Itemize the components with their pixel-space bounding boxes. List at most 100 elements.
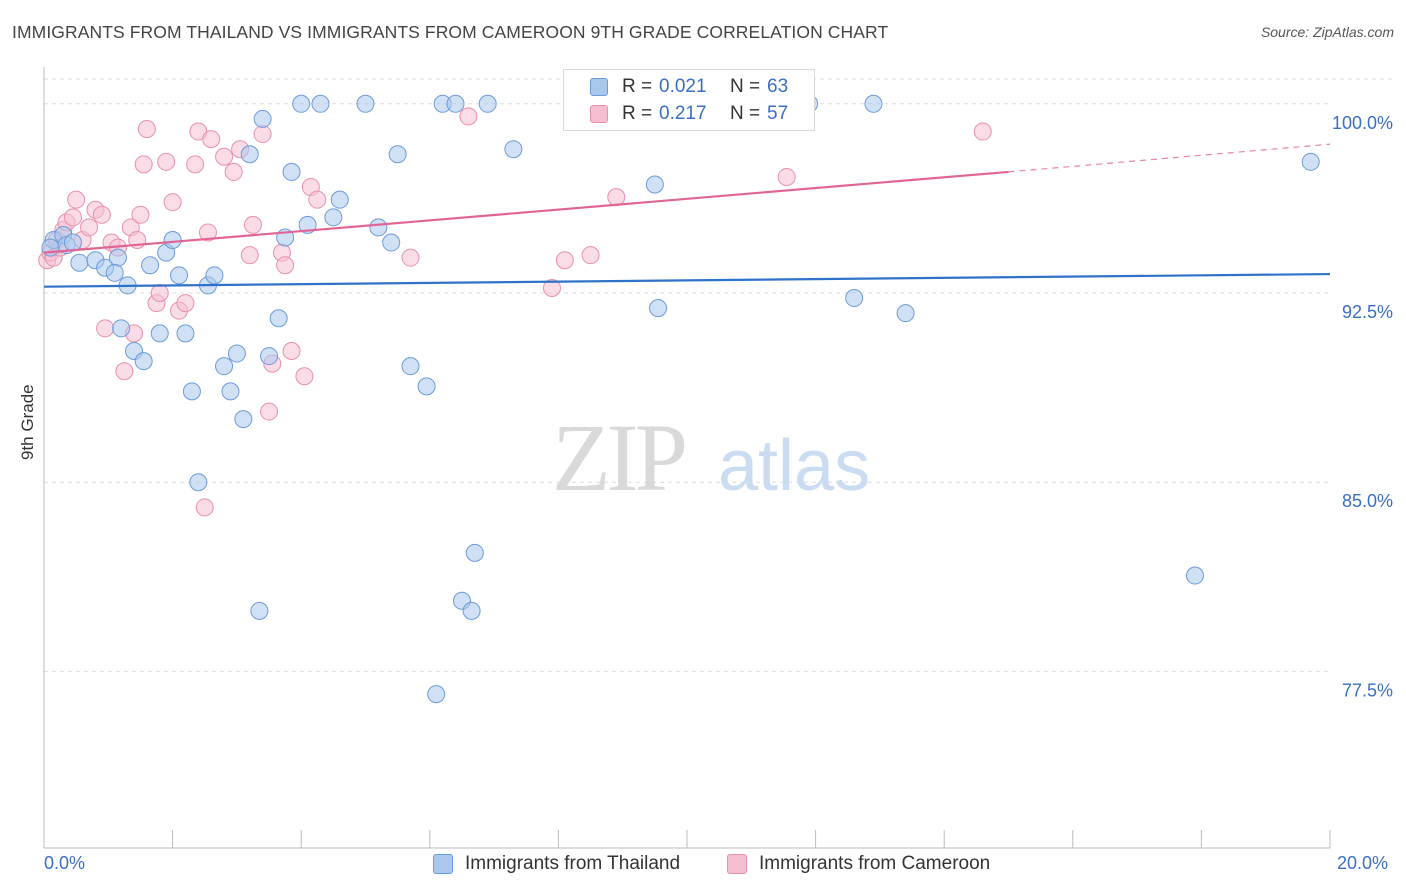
data-point: [330, 190, 349, 209]
watermark-zip: ZIP: [552, 404, 685, 511]
data-point: [170, 266, 189, 285]
data-point: [221, 382, 240, 401]
data-point: [70, 253, 89, 272]
data-point: [1301, 152, 1320, 171]
data-point: [295, 367, 314, 386]
data-point: [250, 601, 269, 620]
data-point: [276, 256, 295, 275]
data-point: [645, 175, 664, 194]
cameroon-legend-label: Immigrants from Cameroon: [759, 853, 991, 874]
data-point: [105, 263, 124, 282]
data-point: [134, 352, 153, 371]
cameroon-swatch: [590, 105, 608, 123]
data-point: [555, 251, 574, 270]
data-point: [234, 410, 253, 429]
data-point: [163, 231, 182, 250]
data-point: [215, 357, 234, 376]
data-point: [205, 266, 224, 285]
data-point: [462, 601, 481, 620]
data-point: [92, 205, 111, 224]
data-point: [465, 543, 484, 562]
data-point: [163, 193, 182, 212]
r-label: R =: [622, 103, 653, 124]
data-point: [195, 498, 214, 517]
n-value: 57: [767, 103, 789, 124]
data-point: [478, 94, 497, 113]
data-point: [324, 208, 343, 227]
data-point: [189, 473, 208, 492]
data-point: [240, 246, 259, 265]
data-point: [292, 94, 311, 113]
data-point: [845, 289, 864, 308]
data-point: [150, 284, 169, 302]
thailand-legend-swatch: [433, 854, 453, 874]
n-label: N =: [730, 76, 761, 97]
n-label: N =: [730, 103, 761, 124]
watermark-atlas: atlas: [718, 426, 870, 506]
data-point: [63, 208, 82, 227]
data-point: [282, 162, 301, 181]
data-point: [134, 155, 153, 174]
data-point: [227, 344, 246, 363]
data-point: [1185, 566, 1204, 585]
y-tick-label: 100.0%: [1332, 113, 1393, 133]
r-value: 0.021: [659, 76, 707, 97]
y-tick-label: 77.5%: [1342, 680, 1393, 700]
data-point: [427, 685, 446, 704]
y-tick-labels: 100.0% 92.5% 85.0% 77.5%: [1332, 113, 1393, 701]
data-point: [141, 256, 160, 275]
thailand-swatch: [590, 78, 608, 96]
data-point: [417, 377, 436, 396]
data-point: [96, 319, 115, 338]
correlation-legend: R = 0.021 N = 63 R = 0.217 N = 57: [563, 69, 815, 131]
data-point: [369, 218, 388, 237]
data-point: [260, 347, 279, 366]
data-point: [896, 304, 915, 323]
trend-extension-cameroon: [1008, 143, 1331, 173]
data-point: [356, 94, 375, 113]
data-point: [157, 152, 176, 171]
data-point: [282, 342, 301, 361]
data-point: [260, 402, 279, 421]
data-point: [864, 94, 883, 113]
data-point: [401, 248, 420, 267]
n-value: 63: [767, 76, 789, 97]
data-point: [253, 109, 272, 128]
cameroon-legend-swatch: [727, 854, 747, 874]
data-point: [150, 324, 169, 343]
data-point: [311, 94, 330, 113]
data-point: [973, 122, 992, 141]
series-legend: Immigrants from Thailand Immigrants from…: [0, 852, 1406, 878]
data-point: [108, 248, 127, 267]
data-point: [176, 294, 195, 313]
data-point: [67, 190, 86, 209]
data-point: [198, 223, 217, 242]
data-point: [388, 145, 407, 164]
data-point: [112, 319, 131, 338]
legend-row-cameroon: R = 0.217 N = 57: [564, 101, 814, 127]
data-point: [182, 382, 201, 401]
series-thailand-points: [41, 94, 1320, 704]
data-point: [240, 145, 259, 164]
data-point: [202, 130, 221, 149]
thailand-legend-label: Immigrants from Thailand: [465, 853, 681, 874]
axes: [43, 67, 1331, 849]
data-point: [308, 190, 327, 209]
data-point: [382, 233, 401, 252]
r-value: 0.217: [659, 103, 707, 124]
data-point: [131, 205, 150, 224]
data-point: [777, 167, 796, 186]
data-point: [253, 125, 272, 144]
data-point: [215, 147, 234, 166]
x-axis-min-label: 0.0%: [44, 853, 86, 873]
data-point: [504, 140, 523, 159]
data-point: [224, 162, 243, 181]
x-axis-max-label: 20.0%: [1337, 853, 1389, 873]
data-point: [176, 324, 195, 343]
chart-title: IMMIGRANTS FROM THAILAND VS IMMIGRANTS F…: [12, 22, 889, 42]
data-point: [115, 362, 134, 381]
watermark: ZIP atlas: [552, 404, 870, 511]
data-point: [243, 215, 262, 234]
data-point: [137, 120, 156, 139]
